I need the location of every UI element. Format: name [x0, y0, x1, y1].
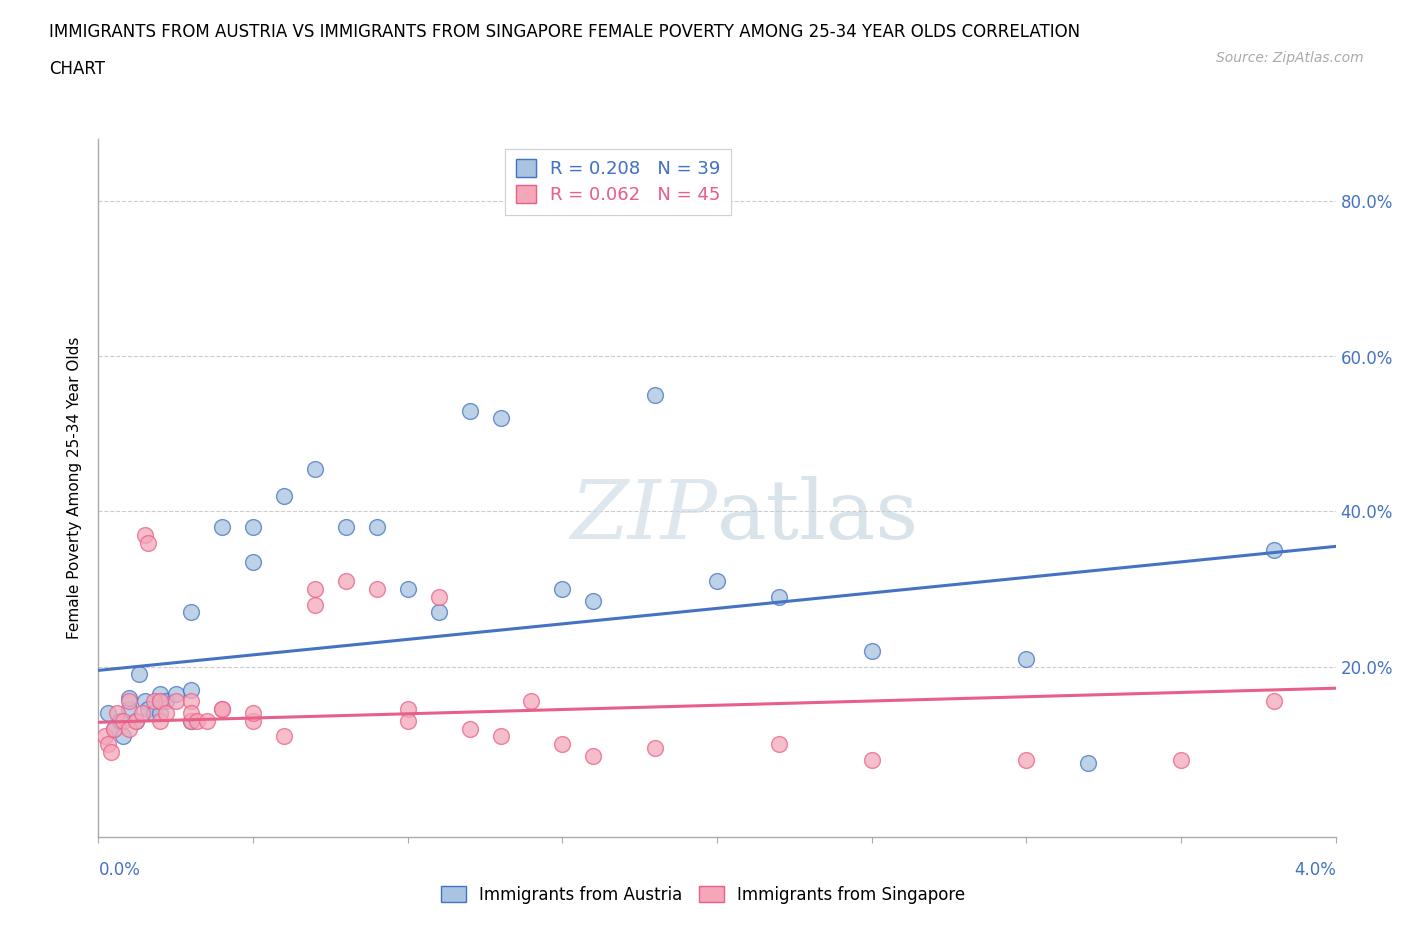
Point — [155, 694, 177, 709]
Text: 0.0%: 0.0% — [98, 860, 141, 879]
Point — [149, 694, 172, 709]
Text: CHART: CHART — [49, 60, 105, 78]
Point — [105, 706, 128, 721]
Point — [97, 706, 120, 721]
Text: IMMIGRANTS FROM AUSTRIA VS IMMIGRANTS FROM SINGAPORE FEMALE POVERTY AMONG 25-34 : IMMIGRANTS FROM AUSTRIA VS IMMIGRANTS FR… — [49, 23, 1080, 41]
Point — [644, 740, 666, 755]
Point — [124, 713, 146, 728]
Point — [186, 713, 208, 728]
Point — [165, 686, 187, 701]
Point — [273, 488, 295, 503]
Point — [149, 713, 172, 728]
Point — [768, 590, 790, 604]
Point — [427, 604, 450, 619]
Point — [195, 713, 218, 728]
Point — [180, 694, 202, 709]
Point — [768, 737, 790, 751]
Point — [149, 694, 172, 709]
Point — [143, 706, 166, 721]
Point — [211, 702, 233, 717]
Point — [108, 713, 131, 728]
Text: ZIP: ZIP — [571, 476, 717, 556]
Point — [155, 706, 177, 721]
Point — [582, 593, 605, 608]
Point — [366, 520, 388, 535]
Point — [118, 702, 141, 717]
Point — [1015, 752, 1038, 767]
Point — [149, 686, 172, 701]
Point — [103, 721, 125, 736]
Legend: Immigrants from Austria, Immigrants from Singapore: Immigrants from Austria, Immigrants from… — [432, 878, 974, 912]
Point — [211, 702, 233, 717]
Point — [180, 683, 202, 698]
Point — [134, 527, 156, 542]
Point — [489, 729, 512, 744]
Point — [1263, 694, 1285, 709]
Point — [335, 574, 357, 589]
Point — [180, 713, 202, 728]
Point — [128, 667, 150, 682]
Point — [242, 706, 264, 721]
Point — [396, 702, 419, 717]
Point — [304, 461, 326, 476]
Point — [551, 581, 574, 596]
Point — [644, 388, 666, 403]
Point — [1015, 651, 1038, 666]
Point — [860, 644, 883, 658]
Point — [304, 581, 326, 596]
Point — [1170, 752, 1192, 767]
Point — [242, 554, 264, 569]
Legend: R = 0.208   N = 39, R = 0.062   N = 45: R = 0.208 N = 39, R = 0.062 N = 45 — [505, 149, 731, 215]
Point — [706, 574, 728, 589]
Text: 4.0%: 4.0% — [1294, 860, 1336, 879]
Text: atlas: atlas — [717, 476, 920, 556]
Point — [136, 535, 159, 550]
Point — [134, 694, 156, 709]
Y-axis label: Female Poverty Among 25-34 Year Olds: Female Poverty Among 25-34 Year Olds — [67, 337, 83, 640]
Point — [242, 520, 264, 535]
Point — [366, 581, 388, 596]
Point — [136, 702, 159, 717]
Point — [149, 706, 172, 721]
Point — [304, 597, 326, 612]
Point — [131, 706, 153, 721]
Point — [100, 744, 122, 759]
Point — [242, 713, 264, 728]
Point — [396, 713, 419, 728]
Point — [427, 590, 450, 604]
Point — [118, 721, 141, 736]
Point — [124, 713, 146, 728]
Point — [582, 748, 605, 763]
Text: Source: ZipAtlas.com: Source: ZipAtlas.com — [1216, 51, 1364, 65]
Point — [273, 729, 295, 744]
Point — [860, 752, 883, 767]
Point — [180, 604, 202, 619]
Point — [143, 694, 166, 709]
Point — [1077, 756, 1099, 771]
Point — [97, 737, 120, 751]
Point — [551, 737, 574, 751]
Point — [180, 706, 202, 721]
Point — [458, 404, 481, 418]
Point — [165, 694, 187, 709]
Point — [118, 690, 141, 705]
Point — [118, 694, 141, 709]
Point — [112, 713, 135, 728]
Point — [335, 520, 357, 535]
Point — [458, 721, 481, 736]
Point — [112, 729, 135, 744]
Point — [1263, 543, 1285, 558]
Point — [520, 694, 543, 709]
Point — [103, 721, 125, 736]
Point — [211, 520, 233, 535]
Point — [93, 729, 115, 744]
Point — [396, 581, 419, 596]
Point — [180, 713, 202, 728]
Point — [489, 411, 512, 426]
